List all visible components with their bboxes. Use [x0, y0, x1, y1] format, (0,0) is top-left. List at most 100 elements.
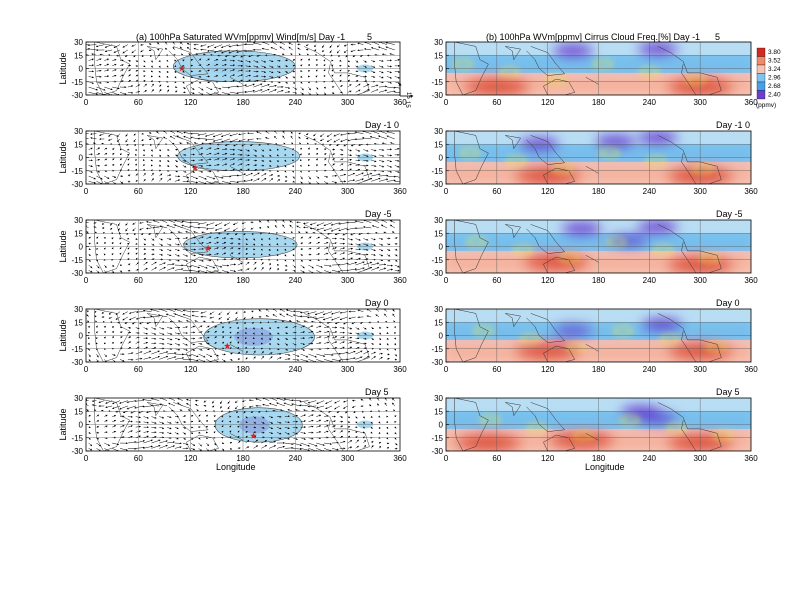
wind-vector	[166, 178, 172, 182]
wind-vector	[329, 44, 333, 48]
wind-vector	[253, 154, 258, 157]
wind-vector	[314, 44, 317, 48]
wind-vector	[357, 42, 364, 45]
wind-vector	[119, 163, 122, 166]
wind-vector	[300, 58, 303, 61]
y-tick-label: -30	[431, 447, 443, 456]
wind-vector	[283, 142, 286, 145]
wind-vector	[232, 55, 238, 58]
x-tick-label: 120	[184, 98, 198, 107]
wind-vector	[355, 75, 359, 78]
wind-vector	[88, 153, 93, 156]
wind-vector	[248, 55, 254, 58]
wind-vector	[322, 44, 325, 48]
wind-vector	[269, 159, 272, 163]
wind-vector	[361, 137, 372, 140]
y-tick-label: 30	[434, 127, 443, 136]
wind-vector	[379, 59, 384, 62]
y-tick-label: 0	[439, 65, 444, 74]
wind-vector	[371, 60, 376, 63]
wind-vector	[127, 69, 131, 72]
wind-vector	[236, 49, 246, 53]
wind-vector	[292, 91, 298, 94]
wind-vector	[253, 172, 260, 177]
wind-vector	[371, 65, 376, 68]
wind-vector	[214, 74, 219, 77]
x-tick-label: 360	[393, 98, 407, 107]
wind-vector	[306, 142, 310, 145]
wind-vector	[339, 79, 342, 83]
x-tick-label: 60	[134, 276, 143, 285]
x-tick-label: 360	[393, 276, 407, 285]
wind-vector	[245, 149, 250, 152]
wind-vector	[363, 89, 370, 93]
wind-vector	[198, 86, 204, 91]
wind-vector	[245, 89, 255, 93]
wind-vector	[350, 144, 356, 147]
wind-vector	[244, 49, 254, 52]
wind-vector	[229, 138, 238, 143]
wind-vector	[126, 143, 129, 146]
wind-vector	[190, 170, 195, 173]
panel-a-day-label: Day -1 0	[365, 120, 399, 130]
x-tick-label: 240	[289, 98, 303, 107]
wind-vector	[104, 69, 110, 72]
wind-vector	[377, 135, 388, 140]
wind-vector	[331, 74, 334, 77]
wind-vector	[96, 147, 101, 150]
wind-vector	[88, 81, 94, 84]
x-tick-label: 240	[643, 187, 657, 196]
wind-vector	[305, 133, 309, 135]
wind-vector	[158, 65, 161, 68]
wind-vector	[127, 180, 131, 183]
wind-vector	[112, 152, 115, 156]
wind-vector	[355, 168, 361, 171]
x-tick-label: 180	[236, 365, 250, 374]
wind-vector	[166, 89, 170, 93]
wind-vector	[90, 137, 97, 140]
wind-vector	[174, 76, 177, 79]
wind-vector	[127, 74, 131, 77]
wind-vector	[253, 89, 263, 93]
x-tick-label: 60	[492, 98, 501, 107]
wind-vector	[92, 142, 97, 145]
wind-vector	[300, 75, 303, 78]
wind-vector	[169, 135, 176, 140]
y-tick-label: -30	[431, 180, 443, 189]
x-tick-label: 0	[444, 187, 449, 196]
wind-vector	[394, 86, 400, 89]
wind-vector	[142, 143, 145, 147]
y-tick-label: 30	[434, 38, 443, 47]
wind-vector	[247, 138, 254, 141]
wind-vector	[221, 69, 227, 72]
y-tick-label: 0	[79, 243, 84, 252]
wind-vector	[143, 75, 146, 78]
x-tick-label: 180	[592, 98, 606, 107]
wind-vector	[336, 44, 340, 48]
wind-vector	[206, 152, 212, 156]
wind-vector	[87, 44, 97, 47]
x-tick-label: 300	[693, 454, 707, 463]
wind-vector	[270, 47, 278, 51]
wind-vector	[378, 165, 385, 168]
y-tick-label: 0	[79, 421, 84, 430]
wind-vector	[269, 148, 272, 151]
colorbar-value: 2.96	[768, 75, 781, 82]
wind-vector	[331, 153, 336, 156]
colorbar-swatch	[756, 73, 766, 83]
wind-vector	[182, 76, 185, 79]
wind-vector	[214, 147, 220, 150]
wind-vector	[158, 164, 162, 167]
wind-vector	[182, 170, 187, 173]
colorbar-swatch	[756, 81, 766, 91]
y-tick-label: -15	[431, 434, 443, 443]
wind-vector	[87, 47, 97, 51]
wind-vector	[238, 138, 246, 142]
wind-vector	[265, 137, 270, 140]
wind-vector	[119, 153, 122, 156]
wind-vector	[95, 44, 105, 48]
wind-vector	[363, 60, 367, 63]
wind-vector	[221, 49, 231, 54]
x-tick-label: 360	[744, 276, 758, 285]
x-tick-label: 60	[492, 276, 501, 285]
